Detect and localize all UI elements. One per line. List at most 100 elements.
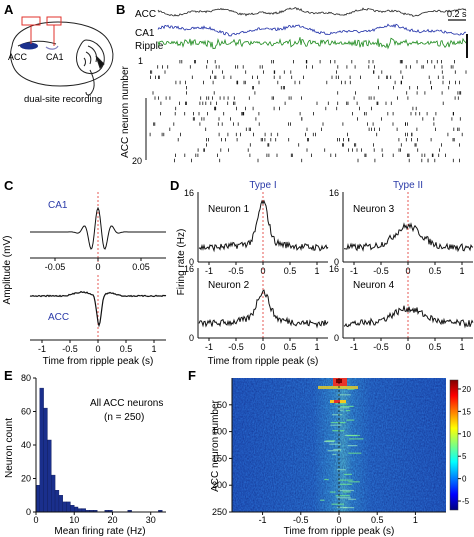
histogram-bar [47,439,52,513]
caption-dual-site: dual-site recording [24,94,102,105]
e-ytick: 0 [26,507,31,517]
e-ylabel: Neuron count [4,418,15,478]
colorbar [449,379,459,511]
panel-letter-b: B [116,2,125,17]
histogram-bar [73,506,79,513]
e-ytick: 60 [21,407,31,417]
e-xlabel: Mean firing rate (Hz) [54,526,145,537]
ca1-average-ripple [30,206,166,250]
e-xtick: 0 [33,515,38,525]
panel-d: D Type I Type II Firing rate (Hz) 160-1-… [170,178,474,367]
colorbar-tick: 15 [462,407,471,416]
colorbar-tick: 5 [462,452,467,461]
neuron-label: Neuron 4 [353,280,395,291]
colorbar-tick: 0 [462,475,467,484]
d-xtick: 0 [405,342,410,352]
firing-rate-trace [343,305,474,329]
e-xtick: 20 [107,515,117,525]
f-xlabel: Time from ripple peak (s) [284,526,395,537]
histogram-bar [66,501,71,513]
d-ytick: 0 [334,257,339,267]
d-xtick: -0.5 [228,266,244,276]
e-xtick: 30 [146,515,156,525]
panel-a: A ACC CA1 dual-site recording [4,2,114,105]
ripple-trace [157,37,467,50]
acc-average-lfp [29,290,167,328]
acc-lfp-trace [157,7,467,17]
panel-letter-e: E [4,368,13,383]
histogram-bars [35,387,163,513]
d-ytick: 16 [329,188,339,198]
d-xtick: 0 [405,266,410,276]
d-xtick: -1 [350,266,358,276]
d-ytick: 0 [189,333,194,343]
e-xtick: 10 [69,515,79,525]
histogram-bar [81,508,86,513]
raster-tick-bottom: 20 [132,156,142,166]
histogram-bar [39,387,44,513]
colorbar-tick: 10 [462,430,471,439]
f-xtick: 0 [336,515,341,525]
e-ytick: 20 [21,474,31,484]
d-xtick: -0.5 [228,342,244,352]
colorbar-tick: 20 [462,385,471,394]
c-top-xtick: -0.05 [45,262,66,272]
f-ytick: 150 [212,453,227,463]
histogram-bar [77,508,83,513]
firing-rate-trace [198,289,329,329]
c-xlabel: Time from ripple peak (s) [43,356,154,367]
d-xtick: 0 [260,342,265,352]
d-xlabel: Time from ripple peak (s) [208,356,319,367]
panel-b: B ACC CA1 Ripple 0.2 s 1 20 ACC neuron n… [116,2,468,166]
panel-letter-c: C [4,178,14,193]
histogram-bar [43,407,48,513]
e-annotation-1: All ACC neurons [90,398,163,409]
type-i-label: Type I [249,180,276,191]
firing-rate-trace [198,199,329,253]
electrode-box-ca1 [46,16,62,26]
c-top-xtick: 0.05 [132,262,150,272]
d-xtick: 1 [459,342,464,352]
colorbar-tick: -5 [462,497,470,506]
d-xtick: 0.5 [429,342,442,352]
d-ytick: 16 [184,188,194,198]
raster-ylabel: ACC neuron number [120,65,131,157]
f-ylabel: ACC neuron number [210,399,221,491]
neuron-label: Neuron 3 [353,204,395,215]
d-ytick: 16 [329,264,339,274]
trace-label-ripple: Ripple [135,41,164,52]
histogram-bar [51,474,56,513]
f-ytick: 200 [212,480,227,490]
scale-bar-label: 0.2 s [447,9,467,19]
neuron-label: Neuron 1 [208,204,250,215]
e-annotation-2: (n = 250) [104,412,144,423]
d-xtick: 0.5 [284,342,297,352]
spike-raster [149,60,467,163]
f-ytick: 100 [212,427,227,437]
label-ca1: CA1 [46,52,64,62]
c-bottom-xtick: -1 [38,344,46,354]
histogram-bar [35,485,40,513]
d-xtick: 1 [314,342,319,352]
d-ylabel: Firing rate (Hz) [176,229,187,296]
f-xtick: -1 [259,515,267,525]
type-ii-label: Type II [393,180,423,191]
histogram-bar [58,495,63,513]
c-ylabel: Amplitude (mV) [2,236,13,305]
trace-label-acc: ACC [135,9,156,20]
panel-letter-d: D [170,178,179,193]
ca1-region [45,45,59,50]
d-xtick: 1 [459,266,464,276]
d-xtick: -1 [350,342,358,352]
d-ytick: 16 [184,264,194,274]
acc-region [20,42,38,50]
ca1-lfp-trace [157,23,467,37]
d-xtick: 0 [260,266,265,276]
c-top-xtick: 0 [95,262,100,272]
d-ytick: 0 [334,333,339,343]
c-bottom-xtick: -0.5 [62,344,78,354]
panel-c: C Amplitude (mV) CA1 -0.05 0 0.05 ACC -1… [2,178,167,367]
f-ytick: 50 [217,400,227,410]
f-xtick: 1 [413,515,418,525]
